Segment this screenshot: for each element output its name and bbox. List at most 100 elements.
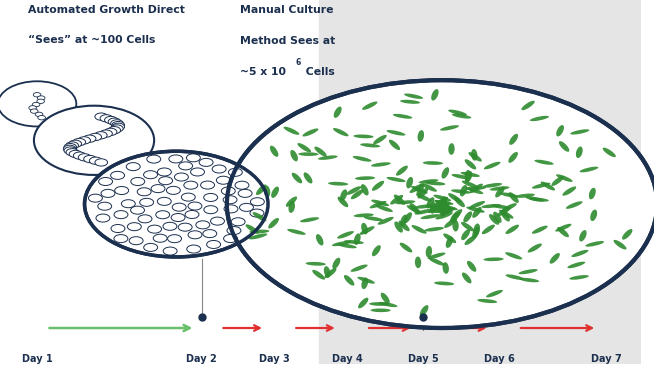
Circle shape bbox=[129, 237, 143, 245]
Circle shape bbox=[108, 127, 120, 134]
Circle shape bbox=[128, 223, 141, 231]
Ellipse shape bbox=[332, 258, 340, 269]
Ellipse shape bbox=[430, 209, 451, 213]
Circle shape bbox=[140, 198, 154, 206]
Ellipse shape bbox=[555, 224, 572, 232]
Ellipse shape bbox=[461, 229, 470, 240]
Circle shape bbox=[238, 189, 252, 197]
Ellipse shape bbox=[579, 230, 587, 242]
Circle shape bbox=[223, 196, 237, 204]
Ellipse shape bbox=[451, 174, 470, 179]
Ellipse shape bbox=[446, 236, 453, 248]
Text: Day 1: Day 1 bbox=[22, 354, 52, 363]
Ellipse shape bbox=[337, 243, 356, 248]
Circle shape bbox=[64, 147, 77, 154]
Ellipse shape bbox=[411, 225, 426, 234]
Circle shape bbox=[227, 80, 654, 328]
Text: Day 2: Day 2 bbox=[186, 354, 217, 363]
Circle shape bbox=[235, 181, 249, 189]
Ellipse shape bbox=[460, 185, 467, 197]
Circle shape bbox=[105, 116, 117, 124]
Circle shape bbox=[185, 210, 199, 219]
Ellipse shape bbox=[441, 167, 449, 179]
Ellipse shape bbox=[421, 214, 440, 219]
Ellipse shape bbox=[286, 197, 297, 207]
Ellipse shape bbox=[449, 143, 455, 155]
Circle shape bbox=[199, 158, 213, 167]
Ellipse shape bbox=[400, 100, 420, 104]
Ellipse shape bbox=[354, 234, 360, 245]
Ellipse shape bbox=[562, 186, 576, 196]
Circle shape bbox=[126, 163, 140, 171]
Ellipse shape bbox=[448, 109, 467, 115]
Ellipse shape bbox=[410, 203, 419, 214]
Ellipse shape bbox=[443, 262, 449, 274]
Circle shape bbox=[37, 99, 44, 104]
Ellipse shape bbox=[303, 172, 313, 183]
Circle shape bbox=[158, 197, 171, 205]
Circle shape bbox=[231, 218, 245, 226]
Circle shape bbox=[148, 225, 162, 233]
Bar bbox=[9, 0, 318, 365]
Ellipse shape bbox=[500, 193, 519, 198]
Ellipse shape bbox=[312, 270, 325, 280]
Circle shape bbox=[203, 229, 216, 238]
Ellipse shape bbox=[495, 187, 505, 197]
Ellipse shape bbox=[448, 193, 462, 203]
Ellipse shape bbox=[483, 183, 502, 188]
Ellipse shape bbox=[305, 262, 326, 266]
Text: Day 5: Day 5 bbox=[407, 354, 438, 363]
Circle shape bbox=[34, 106, 154, 175]
Circle shape bbox=[95, 113, 107, 120]
Circle shape bbox=[187, 245, 201, 253]
Ellipse shape bbox=[441, 206, 451, 216]
Bar bbox=[318, 0, 642, 365]
Ellipse shape bbox=[454, 197, 465, 207]
Ellipse shape bbox=[434, 208, 453, 213]
Ellipse shape bbox=[434, 195, 451, 201]
Circle shape bbox=[111, 171, 124, 179]
Ellipse shape bbox=[249, 234, 267, 239]
Ellipse shape bbox=[396, 165, 408, 176]
Circle shape bbox=[0, 81, 77, 127]
Text: “Sees” at ~100 Cells: “Sees” at ~100 Cells bbox=[27, 35, 155, 45]
Ellipse shape bbox=[505, 252, 523, 259]
Ellipse shape bbox=[300, 217, 319, 222]
Circle shape bbox=[90, 157, 102, 164]
Ellipse shape bbox=[422, 183, 437, 192]
Circle shape bbox=[112, 122, 124, 129]
Ellipse shape bbox=[298, 143, 311, 152]
Ellipse shape bbox=[434, 281, 454, 285]
Ellipse shape bbox=[409, 184, 423, 193]
Circle shape bbox=[188, 202, 202, 210]
Ellipse shape bbox=[256, 184, 267, 195]
Ellipse shape bbox=[576, 146, 583, 158]
Ellipse shape bbox=[519, 278, 539, 282]
Ellipse shape bbox=[499, 210, 513, 219]
Ellipse shape bbox=[570, 129, 589, 135]
Ellipse shape bbox=[287, 229, 305, 235]
Circle shape bbox=[100, 115, 112, 122]
Ellipse shape bbox=[497, 207, 511, 216]
Circle shape bbox=[84, 151, 268, 257]
Ellipse shape bbox=[426, 197, 434, 209]
Ellipse shape bbox=[464, 170, 471, 182]
Ellipse shape bbox=[372, 245, 381, 256]
Circle shape bbox=[171, 213, 185, 221]
Ellipse shape bbox=[541, 182, 555, 190]
Ellipse shape bbox=[483, 257, 504, 261]
Ellipse shape bbox=[358, 298, 368, 308]
Ellipse shape bbox=[534, 160, 554, 165]
Circle shape bbox=[114, 210, 128, 219]
Ellipse shape bbox=[245, 224, 259, 234]
Text: Cells: Cells bbox=[301, 67, 334, 78]
Ellipse shape bbox=[450, 212, 460, 223]
Circle shape bbox=[158, 168, 171, 176]
Ellipse shape bbox=[328, 182, 348, 186]
Ellipse shape bbox=[451, 209, 462, 220]
Circle shape bbox=[69, 140, 82, 147]
Circle shape bbox=[188, 231, 202, 239]
Ellipse shape bbox=[415, 209, 434, 214]
Circle shape bbox=[131, 206, 145, 214]
Text: Day 7: Day 7 bbox=[591, 354, 622, 363]
